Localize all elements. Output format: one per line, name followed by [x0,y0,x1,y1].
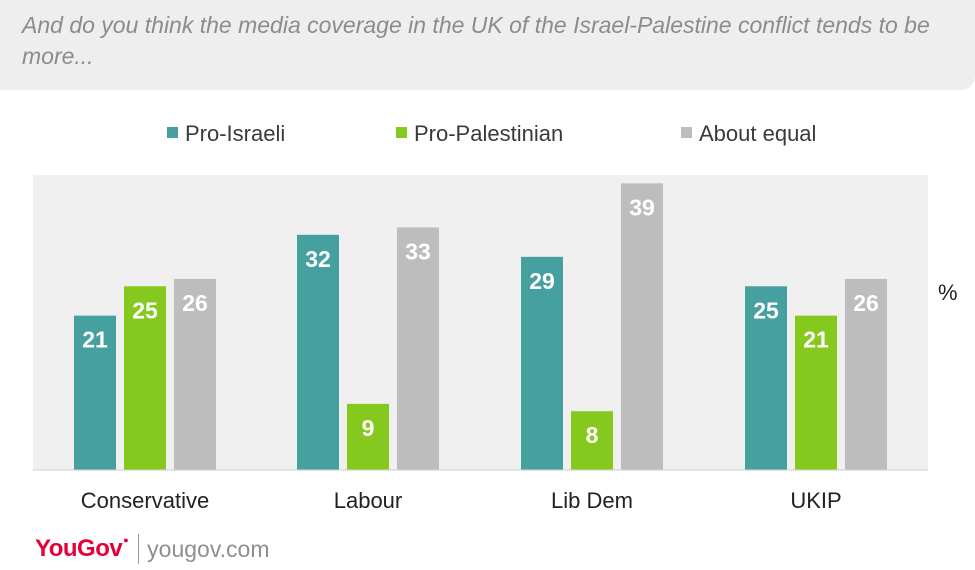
y-unit-label: % [938,280,958,305]
bar [745,286,787,470]
bar [297,234,339,470]
bar [621,183,663,470]
data-label: 25 [132,297,158,323]
data-label: 8 [586,422,599,448]
bar [74,315,116,470]
legend-label: Pro-Palestinian [414,121,563,146]
legend-swatch-pro-israeli [167,127,178,138]
data-label: 39 [629,194,655,220]
yougov-logo: YouGov● [35,535,129,562]
data-label: 29 [529,268,555,294]
footer: YouGov● yougov.com [35,532,269,566]
bar [347,403,389,470]
category-axis: Conservative Labour Lib Dem UKIP [81,488,842,513]
category-label: Labour [334,488,403,513]
chart-title: And do you think the media coverage in t… [22,12,930,69]
footer-divider [138,534,140,564]
bar-chart: Pro-Israeli Pro-Palestinian About equal 21… [33,121,958,513]
bar [845,278,887,470]
plot-background [33,175,928,470]
data-label: 25 [753,297,779,323]
data-label: 26 [182,290,208,316]
data-label: 32 [305,246,331,272]
data-label: 26 [853,290,879,316]
bar [795,315,837,470]
title-banner: And do you think the media coverage in t… [0,0,975,90]
bar [521,256,563,470]
bars: 21 25 26 32 9 33 29 8 39 25 21 26 [33,183,928,471]
data-label: 21 [803,327,829,353]
bar [571,411,613,470]
legend-label: About equal [699,121,816,146]
website-link[interactable]: yougov.com [147,535,270,562]
category-label: Conservative [81,488,209,513]
bar [174,278,216,470]
legend: Pro-Israeli Pro-Palestinian About equal [167,121,816,146]
bar [397,227,439,470]
data-label: 33 [405,238,431,264]
data-label: 9 [362,415,375,441]
legend-swatch-pro-palestinian [396,127,407,138]
bar [124,286,166,470]
category-label: UKIP [790,488,841,513]
category-label: Lib Dem [551,488,633,513]
legend-swatch-about-equal [681,127,692,138]
data-label: 21 [82,327,108,353]
legend-label: Pro-Israeli [185,121,285,146]
